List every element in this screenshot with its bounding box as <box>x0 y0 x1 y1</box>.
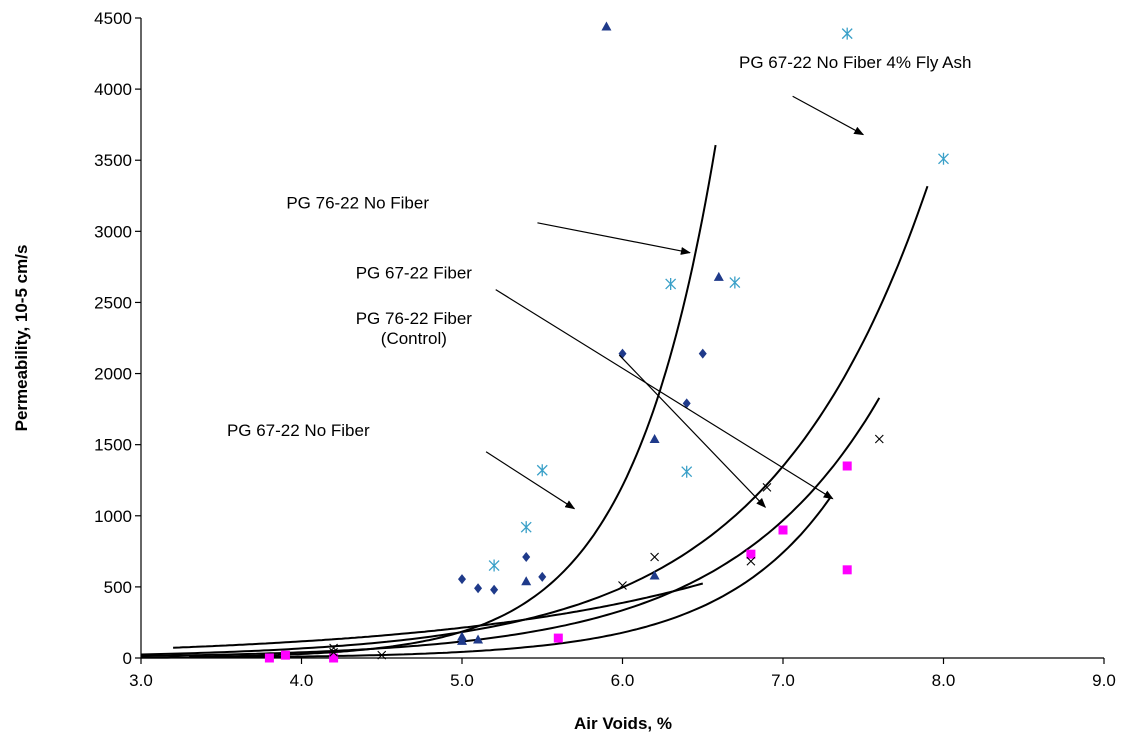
annotations: PG 67-22 No Fiber 4% Fly Ash PG 76-22 No … <box>227 53 971 509</box>
x-tick-label: 4.0 <box>290 671 314 690</box>
annotation-arrow <box>537 223 689 253</box>
y-axis-title: Permeability, 10-5 cm/s <box>12 245 31 432</box>
data-point <box>939 153 949 165</box>
x-tick-label: 8.0 <box>932 671 956 690</box>
data-point <box>521 521 531 533</box>
y-tick-label: 2000 <box>94 365 132 384</box>
x-tick-label: 6.0 <box>611 671 635 690</box>
data-point <box>489 560 499 572</box>
y-tick-label: 500 <box>104 578 132 597</box>
curve-annotation-label: PG 67-22 No Fiber <box>227 421 370 440</box>
data-point <box>554 634 563 643</box>
data-point <box>842 28 852 40</box>
data-point <box>490 585 498 595</box>
y-tick-label: 3000 <box>94 222 132 241</box>
x-tick-label: 9.0 <box>1092 671 1116 690</box>
x-axis-title: Air Voids, % <box>574 714 672 733</box>
annotation-arrow <box>619 355 765 507</box>
curve-annotation-label: (Control) <box>381 329 447 348</box>
y-tick-label: 2500 <box>94 293 132 312</box>
data-point <box>650 434 660 443</box>
data-point <box>843 565 852 574</box>
annotation-arrow <box>793 96 864 134</box>
data-point <box>699 349 707 359</box>
data-point <box>875 435 883 443</box>
y-tick-label: 4500 <box>94 9 132 28</box>
x-tick-label: 7.0 <box>771 671 795 690</box>
data-point <box>537 464 547 476</box>
data-point <box>474 583 482 593</box>
curve-annotation-label: PG 76-22 Fiber <box>356 309 473 328</box>
axes: 0 500 1000 1500 2000 2500 3000 3500 4000 4500 3.0 4… <box>94 9 1116 690</box>
fit-curve <box>141 496 831 657</box>
annotation-arrow <box>486 452 574 509</box>
curve-annotation-label: PG 67-22 No Fiber 4% Fly Ash <box>739 53 971 72</box>
data-point <box>281 651 290 660</box>
y-tick-label: 4000 <box>94 80 132 99</box>
data-point <box>779 526 788 535</box>
curve-annotation-label: PG 76-22 No Fiber <box>286 194 429 213</box>
curve-annotation-label: PG 67-22 Fiber <box>356 263 473 282</box>
data-point <box>538 572 546 582</box>
data-point <box>730 277 740 289</box>
data-point <box>651 553 659 561</box>
data-point <box>522 552 530 562</box>
data-points <box>265 22 949 663</box>
data-point <box>746 550 755 559</box>
x-tick-label: 5.0 <box>450 671 474 690</box>
y-tick-label: 1000 <box>94 507 132 526</box>
data-point <box>843 462 852 471</box>
y-tick-label: 1500 <box>94 436 132 455</box>
data-point <box>714 272 724 281</box>
x-tick-label: 3.0 <box>129 671 153 690</box>
data-point <box>601 22 611 31</box>
data-point <box>458 574 466 584</box>
data-point <box>265 654 274 663</box>
data-point <box>682 466 692 478</box>
annotation-arrow <box>496 290 833 499</box>
y-tick-label: 0 <box>123 649 132 668</box>
data-point <box>521 576 531 585</box>
fit-curves <box>141 145 928 658</box>
data-point <box>666 278 676 290</box>
data-point <box>619 349 627 359</box>
y-tick-label: 3500 <box>94 151 132 170</box>
data-point <box>650 571 660 580</box>
